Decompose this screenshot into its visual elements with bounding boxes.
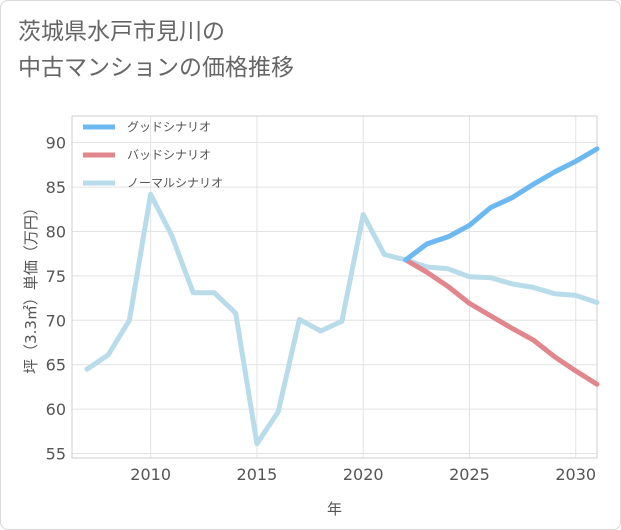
y-tick-label: 80: [46, 222, 66, 241]
x-tick-label: 2020: [343, 465, 384, 484]
y-tick-label: 55: [46, 445, 66, 464]
x-tick-label: 2025: [449, 465, 490, 484]
legend-label: バッドシナリオ: [127, 148, 211, 162]
legend-label: グッドシナリオ: [127, 120, 211, 134]
y-tick-label: 60: [46, 400, 66, 419]
chart-title: 茨城県水戸市見川の 中古マンションの価格推移: [18, 14, 294, 86]
legend-label: ノーマルシナリオ: [127, 176, 223, 190]
series-line-3: [84, 191, 600, 447]
series-line-2: [403, 257, 600, 387]
y-tick-label: 90: [46, 134, 66, 153]
y-tick-label: 65: [46, 356, 66, 375]
x-tick-label: 2030: [555, 465, 596, 484]
plot-border: [71, 115, 598, 459]
series-line-1: [403, 146, 600, 263]
series-lines: [84, 146, 600, 447]
x-tick-label: 2015: [237, 465, 278, 484]
plot-frame: [71, 115, 598, 459]
chart-title-line-1: 茨城県水戸市見川の: [18, 19, 225, 45]
y-tick-label: 75: [46, 267, 66, 286]
grid-lines: [72, 116, 597, 458]
y-tick-label: 85: [46, 178, 66, 197]
x-axis-title: 年: [327, 500, 342, 518]
chart-title-line-2: 中古マンションの価格推移: [18, 55, 294, 81]
x-tick-label: 2010: [130, 465, 171, 484]
y-axis-title: 坪（3.3㎡）単価（万円）: [22, 200, 40, 374]
tick-labels: 55 60 65 70 75 80 85 90 2010 2015 2020 2025 2030: [46, 134, 596, 484]
y-tick-label: 70: [46, 311, 66, 330]
